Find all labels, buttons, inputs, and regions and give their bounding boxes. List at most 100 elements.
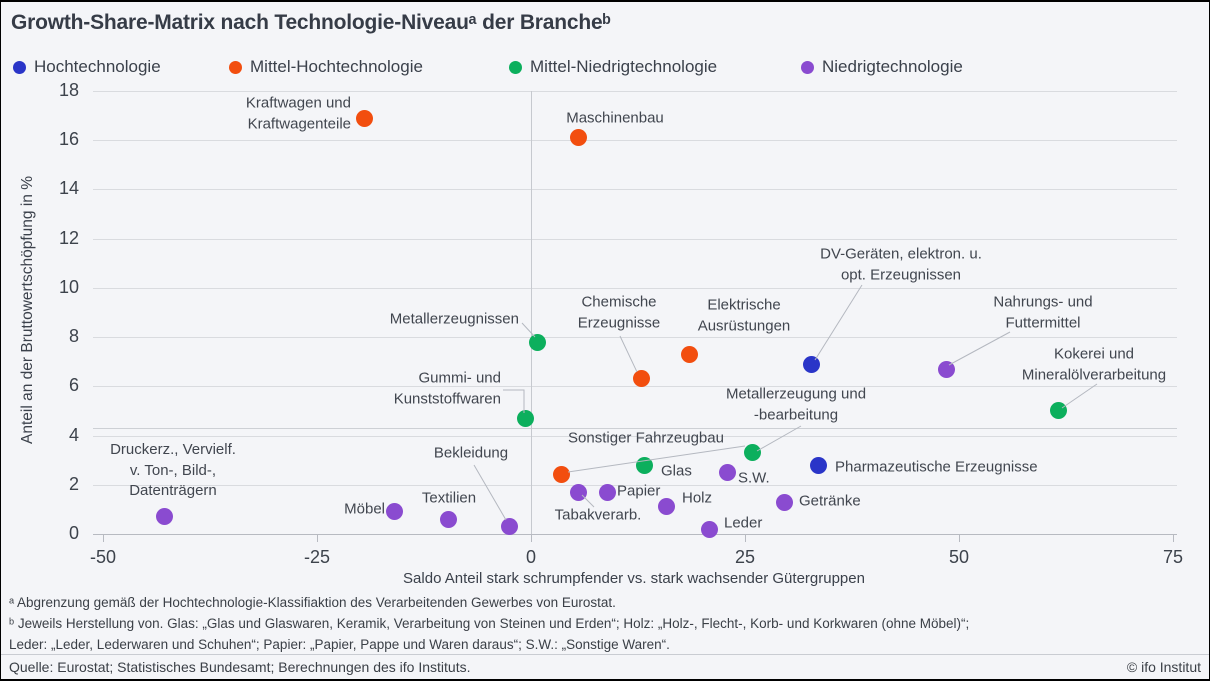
y-tick-label: 10 xyxy=(58,276,79,297)
x-tick-mark xyxy=(745,535,746,542)
gridline xyxy=(93,386,1177,388)
point-label: Getränke xyxy=(799,492,861,510)
y-tick-label: 0 xyxy=(68,523,79,543)
legend-label: Mittel-Niedrigtechnologie xyxy=(530,57,718,76)
y-tick-label: 14 xyxy=(58,178,79,199)
point-label: Holz xyxy=(682,489,713,507)
data-point[interactable] xyxy=(744,444,762,462)
point-label: Papier xyxy=(617,482,661,500)
x-tick-label: 25 xyxy=(734,547,756,567)
x-tick-label: -25 xyxy=(303,547,330,567)
y-tick-label: 16 xyxy=(58,129,79,150)
data-point[interactable] xyxy=(553,466,571,484)
legend-dot-icon xyxy=(509,60,522,74)
x-tick-label: 75 xyxy=(1162,547,1184,567)
data-point[interactable] xyxy=(803,355,821,373)
x-axis-title: Saldo Anteil stark schrumpfender vs. sta… xyxy=(403,570,865,587)
point-label: Metallerzeugung und -bearbeitung xyxy=(725,385,867,423)
data-point[interactable] xyxy=(529,333,547,351)
x-tick-mark xyxy=(1173,535,1174,542)
gridline xyxy=(93,91,1177,92)
legend-label: Mittel-Hochtechnologie xyxy=(250,57,423,76)
data-point[interactable] xyxy=(657,498,675,516)
data-point[interactable] xyxy=(810,456,828,474)
reference-line xyxy=(93,428,1177,430)
legend-item-mittel-niedrigtechnologie[interactable]: Mittel-Niedrigtechnologie xyxy=(509,57,717,77)
data-point[interactable] xyxy=(385,503,403,521)
point-label: DV-Geräten, elektron. u. opt. Erzeugniss… xyxy=(820,245,982,283)
leader-line xyxy=(1061,383,1098,409)
point-label: Nahrungs- und Futtermittel xyxy=(993,293,1093,331)
data-point[interactable] xyxy=(440,510,458,528)
x-tick-mark xyxy=(959,535,960,542)
source-text: Quelle: Eurostat; Statistisches Bundesam… xyxy=(9,659,471,675)
x-tick-mark xyxy=(531,535,532,542)
point-label: Chemische Erzeugnisse xyxy=(577,293,661,331)
legend-dot-icon xyxy=(229,60,242,74)
y-tick-label: 6 xyxy=(68,375,79,396)
data-point[interactable] xyxy=(517,409,535,427)
leader-line xyxy=(814,284,863,361)
zero-vertical-line xyxy=(531,91,532,534)
legend-label: Hochtechnologie xyxy=(34,57,161,76)
point-label: Möbel xyxy=(344,500,385,518)
data-point[interactable] xyxy=(775,493,793,511)
x-tick-label: -50 xyxy=(89,547,116,567)
gridline xyxy=(93,484,1177,486)
y-axis-title: Anteil an der Bruttowertschöpfung in % xyxy=(19,176,36,444)
gridline xyxy=(93,337,1177,339)
point-label: Textilien xyxy=(421,489,477,507)
point-label: Kraftwagen und Kraftwagenteile xyxy=(245,94,351,132)
point-label: Kokerei und Mineralölverarbeitung xyxy=(1021,345,1167,383)
point-label: Druckerz., Vervielf. v. Ton-, Bild-, Dat… xyxy=(110,440,236,500)
y-tick-label: 4 xyxy=(68,424,79,445)
data-point[interactable] xyxy=(937,360,955,378)
data-point[interactable] xyxy=(719,463,737,481)
data-point[interactable] xyxy=(355,109,373,127)
point-label: Metallerzeugnissen xyxy=(389,310,519,328)
point-label: Gummi- und Kunststoffwaren xyxy=(393,369,501,407)
legend-label: Niedrigtechnologie xyxy=(822,57,963,76)
copyright-text: © ifo Institut xyxy=(1126,659,1201,675)
data-point[interactable] xyxy=(570,483,588,501)
point-label: Leder xyxy=(724,514,763,532)
legend-dot-icon xyxy=(801,60,814,74)
y-tick-label: 2 xyxy=(68,473,79,494)
legend-item-mittel-hochtechnologie[interactable]: Mittel-Hochtechnologie xyxy=(229,57,423,77)
point-label: Pharmazeutische Erzeugnisse xyxy=(835,458,1038,476)
data-point[interactable] xyxy=(632,370,650,388)
y-tick-label: 18 xyxy=(58,80,79,100)
footnote-b: ᵇ Jeweils Herstellung von. Glas: „Glas u… xyxy=(9,616,970,652)
gridline xyxy=(93,435,1177,437)
x-tick-mark xyxy=(317,535,318,542)
x-axis-line xyxy=(93,534,1177,535)
legend-item-hochtechnologie[interactable]: Hochtechnologie xyxy=(13,57,161,77)
gridline xyxy=(93,238,1177,240)
data-point[interactable] xyxy=(700,520,718,538)
point-label: Maschinenbau xyxy=(566,109,664,127)
leader-line xyxy=(503,389,525,413)
data-point[interactable] xyxy=(598,483,616,501)
x-tick-label: 50 xyxy=(948,547,970,567)
legend-dot-icon xyxy=(13,60,26,74)
leader-line xyxy=(567,445,746,473)
leader-line xyxy=(619,335,638,373)
x-tick-mark xyxy=(103,535,104,542)
x-tick-label: 0 xyxy=(525,547,536,567)
point-label: Bekleidung xyxy=(433,444,509,462)
point-label: S.W. xyxy=(738,469,770,487)
point-label: Tabakverarb. xyxy=(554,506,642,524)
legend-item-niedrigtechnologie[interactable]: Niedrigtechnologie xyxy=(801,57,963,77)
data-point[interactable] xyxy=(680,345,698,363)
point-label: Sonstiger Fahrzeugbau xyxy=(568,429,724,447)
data-point[interactable] xyxy=(569,129,587,147)
data-point[interactable] xyxy=(501,518,519,536)
y-tick-label: 12 xyxy=(58,227,79,248)
gridline xyxy=(93,189,1177,191)
data-point[interactable] xyxy=(636,456,654,474)
data-point[interactable] xyxy=(1049,402,1067,420)
data-point[interactable] xyxy=(156,508,174,526)
point-label: Glas xyxy=(661,462,692,480)
